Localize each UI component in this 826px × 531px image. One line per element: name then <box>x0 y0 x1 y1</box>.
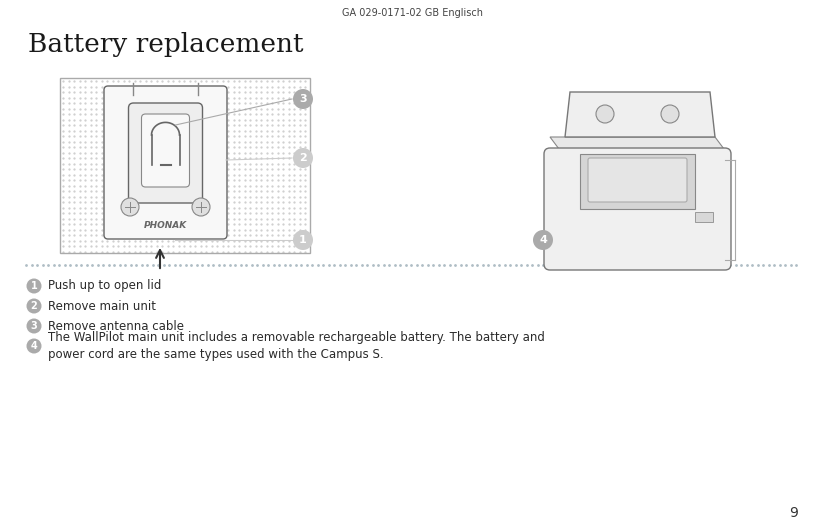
Text: 3: 3 <box>299 94 306 104</box>
Text: 2: 2 <box>299 153 307 163</box>
Circle shape <box>121 198 139 216</box>
Text: 3: 3 <box>31 321 37 331</box>
Polygon shape <box>565 92 715 137</box>
Bar <box>580 154 695 209</box>
Text: The WallPilot main unit includes a removable rechargeable battery. The battery a: The WallPilot main unit includes a remov… <box>48 331 545 361</box>
Circle shape <box>293 89 313 109</box>
Text: 1: 1 <box>31 281 37 291</box>
Circle shape <box>596 105 614 123</box>
Text: 4: 4 <box>31 341 37 351</box>
Circle shape <box>26 338 41 354</box>
Bar <box>60 78 310 253</box>
Text: Remove main unit: Remove main unit <box>48 299 156 313</box>
Circle shape <box>533 230 553 250</box>
Text: 9: 9 <box>789 506 798 520</box>
Text: PHONAK: PHONAK <box>144 220 188 229</box>
FancyBboxPatch shape <box>141 114 189 187</box>
FancyBboxPatch shape <box>544 148 731 270</box>
Circle shape <box>192 198 210 216</box>
Circle shape <box>293 148 313 168</box>
FancyBboxPatch shape <box>129 103 202 203</box>
Circle shape <box>26 298 41 313</box>
Text: Remove antenna cable: Remove antenna cable <box>48 320 184 332</box>
Text: 2: 2 <box>31 301 37 311</box>
Circle shape <box>26 319 41 333</box>
Text: Battery replacement: Battery replacement <box>28 32 303 57</box>
Bar <box>695 212 713 222</box>
Text: Push up to open lid: Push up to open lid <box>48 279 161 293</box>
Text: GA 029-0171-02 GB Englisch: GA 029-0171-02 GB Englisch <box>343 8 483 18</box>
Text: 1: 1 <box>299 235 307 245</box>
FancyBboxPatch shape <box>104 86 227 239</box>
Text: 4: 4 <box>539 235 547 245</box>
Circle shape <box>26 278 41 294</box>
Circle shape <box>293 230 313 250</box>
FancyBboxPatch shape <box>588 158 687 202</box>
Circle shape <box>661 105 679 123</box>
Polygon shape <box>550 137 730 157</box>
